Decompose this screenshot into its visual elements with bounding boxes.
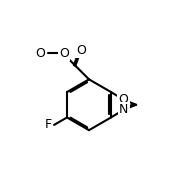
Text: O: O [36, 47, 45, 60]
Text: O: O [119, 93, 129, 106]
Text: O: O [76, 44, 86, 56]
Text: F: F [45, 118, 52, 131]
Text: N: N [119, 103, 128, 116]
Text: O: O [59, 47, 69, 60]
